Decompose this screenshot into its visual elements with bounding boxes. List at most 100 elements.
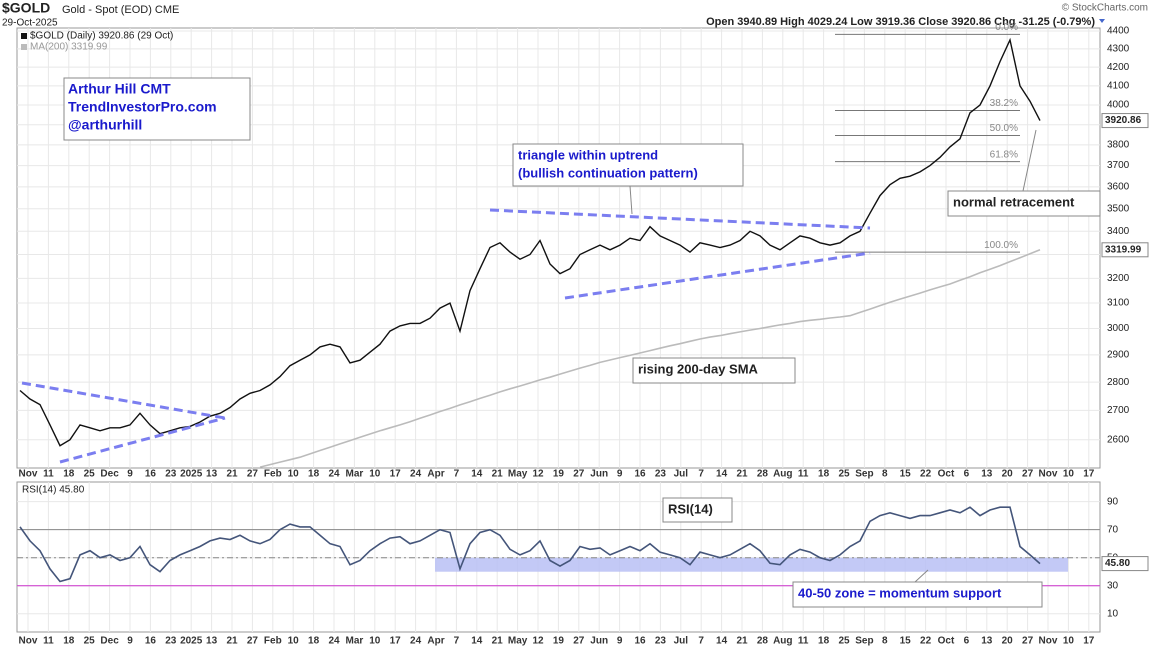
- early-triangle-top: [21, 381, 226, 420]
- annotation-box: [512, 143, 744, 187]
- x-tick-label: 15: [900, 469, 912, 480]
- fib-label: 38.2%: [990, 98, 1018, 109]
- x-tick-label: Dec: [100, 636, 119, 647]
- x-tick-label: Feb: [264, 636, 282, 647]
- x-tick-label: 19: [553, 469, 565, 480]
- x-tick-label: 14: [471, 636, 483, 647]
- x-tick-label: 9: [127, 636, 133, 647]
- x-tick-label: Oct: [938, 636, 955, 647]
- credit-box: [63, 77, 251, 141]
- x-tick-label: 16: [145, 469, 157, 480]
- x-tick-label: 18: [63, 636, 75, 647]
- x-tick-label: 15: [900, 636, 912, 647]
- y-tick-label: 4100: [1107, 80, 1130, 91]
- fib-label: 0.0%: [995, 22, 1018, 33]
- x-tick-label: 22: [920, 469, 932, 480]
- x-tick-label: 23: [655, 469, 667, 480]
- last-value-label: 3920.86: [1105, 115, 1142, 126]
- x-tick-label: 8: [882, 636, 888, 647]
- x-tick-label: 27: [1022, 636, 1034, 647]
- x-tick-label: 11: [798, 636, 809, 647]
- annotation-box: [947, 190, 1101, 217]
- fib-label: 100.0%: [984, 240, 1018, 251]
- x-tick-label: Jun: [590, 636, 608, 647]
- x-tick-label: Nov: [19, 636, 38, 647]
- x-tick-label: Aug: [773, 636, 792, 647]
- x-tick-label: Nov: [1039, 469, 1058, 480]
- fib-label: 61.8%: [990, 149, 1018, 160]
- x-tick-label: 20: [1002, 469, 1014, 480]
- last-value-tag: [1101, 113, 1149, 129]
- x-tick-label: 9: [127, 469, 133, 480]
- x-tick-label: 10: [1063, 469, 1075, 480]
- x-tick-label: 11: [43, 636, 54, 647]
- x-tick-label: Apr: [427, 636, 444, 647]
- x-tick-label: 21: [736, 469, 748, 480]
- credit: Arthur Hill CMT: [68, 81, 171, 97]
- x-tick-label: 21: [226, 636, 238, 647]
- x-tick-label: 25: [84, 469, 96, 480]
- x-tick-label: 10: [369, 469, 381, 480]
- x-tick-label: 25: [838, 469, 850, 480]
- annotation: (bullish continuation pattern): [518, 165, 698, 180]
- triangle-bottom: [564, 251, 871, 300]
- pointer: [629, 185, 633, 215]
- x-tick-label: 21: [492, 469, 504, 480]
- x-tick-label: 14: [471, 469, 483, 480]
- early-triangle-bottom: [59, 416, 226, 464]
- x-tick-label: 9: [617, 469, 623, 480]
- x-tick-label: 23: [165, 636, 177, 647]
- legend-entry: RSI(14) 45.80: [22, 485, 85, 496]
- x-tick-label: 13: [981, 636, 993, 647]
- x-tick-label: 11: [43, 469, 54, 480]
- y-tick-label: 4400: [1107, 26, 1130, 37]
- credit: TrendInvestorPro.com: [68, 99, 217, 115]
- quote-arrow: [1099, 19, 1105, 23]
- x-tick-label: Jun: [590, 469, 608, 480]
- annotation: normal retracement: [953, 194, 1075, 209]
- rsi-zone: [435, 557, 1068, 572]
- last-value-label: 3319.99: [1105, 244, 1142, 255]
- x-tick-label: 7: [454, 636, 460, 647]
- y-tick-label: 70: [1107, 524, 1119, 535]
- y-tick-label: 10: [1107, 608, 1119, 619]
- x-tick-label: 16: [634, 636, 646, 647]
- x-tick-label: May: [508, 636, 528, 647]
- x-tick-label: 10: [288, 636, 300, 647]
- x-tick-label: 13: [206, 469, 218, 480]
- x-tick-label: 7: [454, 469, 460, 480]
- x-tick-label: 24: [410, 469, 422, 480]
- y-tick-label: 3600: [1107, 182, 1130, 193]
- x-tick-label: 13: [206, 636, 218, 647]
- y-tick-label: 3000: [1107, 323, 1130, 334]
- x-tick-label: 9: [617, 636, 623, 647]
- legend-swatch: [21, 44, 27, 50]
- y-tick-label: 2800: [1107, 377, 1130, 388]
- x-tick-label: Oct: [938, 469, 955, 480]
- y-tick-label: 30: [1107, 580, 1119, 591]
- x-tick-label: 12: [532, 469, 544, 480]
- x-tick-label: 25: [838, 636, 850, 647]
- overlays: Arthur Hill CMT TrendInvestorPro.com @ar…: [21, 77, 1101, 608]
- symbol-name: Gold - Spot (EOD) CME: [62, 4, 179, 16]
- y-tick-label: 2900: [1107, 350, 1130, 361]
- x-tick-label: 22: [920, 636, 932, 647]
- y-tick-label: 3800: [1107, 140, 1130, 151]
- x-tick-label: Nov: [1039, 636, 1058, 647]
- y-tick-label: 4300: [1107, 43, 1130, 54]
- x-tick-label: 10: [288, 469, 300, 480]
- date: 29-Oct-2025: [2, 18, 58, 29]
- annotation-box: [632, 357, 796, 384]
- x-tick-label: 21: [226, 469, 238, 480]
- annotation-box: [662, 497, 733, 523]
- last-value-tag: [1101, 556, 1149, 572]
- triangle-top: [489, 208, 871, 230]
- last-value-label: 45.80: [1105, 558, 1130, 569]
- symbol: $GOLD: [2, 0, 50, 16]
- x-tick-label: Aug: [773, 469, 792, 480]
- x-tick-label: 18: [308, 469, 320, 480]
- y-tick-label: 4000: [1107, 100, 1130, 111]
- x-tick-label: 18: [308, 636, 320, 647]
- x-tick-label: May: [508, 469, 528, 480]
- x-tick-label: 24: [328, 636, 340, 647]
